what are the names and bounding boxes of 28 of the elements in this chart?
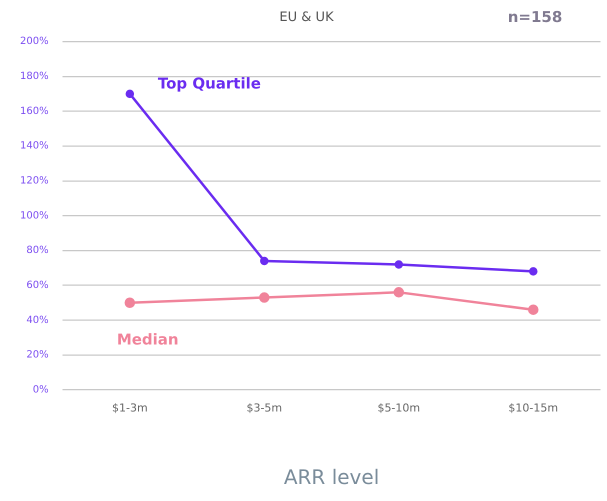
- y-tick-label: 40%: [26, 314, 49, 326]
- y-tick-label: 180%: [20, 71, 49, 82]
- x-axis-title: ARR level: [284, 465, 380, 490]
- point: [260, 256, 269, 266]
- point: [124, 298, 136, 308]
- point: [394, 287, 404, 298]
- y-tick-label: 100%: [20, 210, 49, 222]
- series-label: Top Quartile: [158, 74, 261, 93]
- x-tick-label: $5-10m: [377, 401, 420, 414]
- point: [528, 304, 539, 315]
- chart-title: EU & UK: [279, 10, 334, 26]
- y-tick-label: 20%: [26, 350, 49, 361]
- point: [126, 90, 134, 98]
- y-tick-label: 120%: [20, 175, 49, 186]
- point: [394, 260, 404, 269]
- text: n=158: [508, 8, 562, 26]
- y-tick-label: 140%: [20, 140, 49, 152]
- x-tick-label: $10-15m: [508, 401, 558, 414]
- y-tick-label: 0%: [32, 384, 49, 396]
- y-tick-label: 200%: [20, 36, 49, 48]
- y-tick-label: 60%: [26, 280, 49, 291]
- y-tick-label: 80%: [26, 245, 49, 256]
- series-label: Median: [116, 330, 179, 349]
- y-tick-label: 160%: [20, 106, 49, 117]
- x-tick-label: $1-3m: [112, 401, 148, 414]
- point: [259, 292, 270, 303]
- point: [529, 267, 538, 276]
- x-tick-label: $3-5m: [246, 401, 282, 414]
